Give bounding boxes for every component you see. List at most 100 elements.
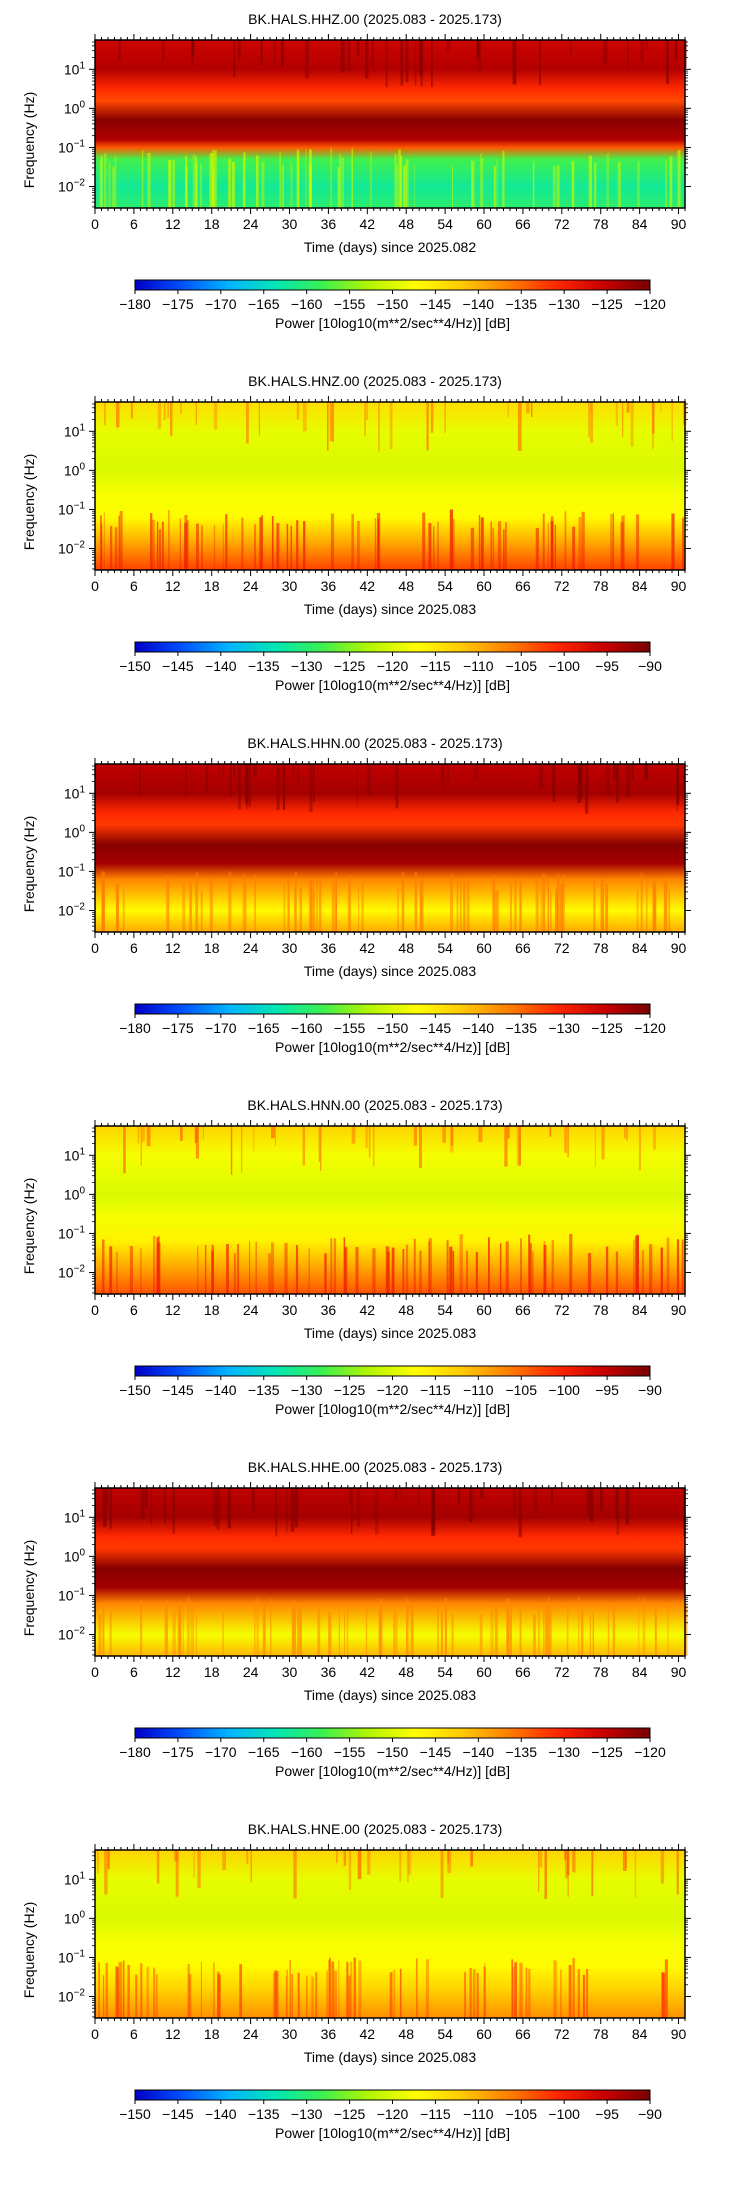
spectrogram-streak [433, 526, 435, 570]
spectrogram-streak [646, 877, 648, 932]
spectrogram-streak [103, 153, 107, 208]
spectrogram-streak [330, 513, 334, 570]
spectrogram-streak [578, 1596, 580, 1656]
x-tick-label: 0 [91, 1302, 99, 1318]
spectrogram-burst [567, 1126, 569, 1158]
spectrogram-streak [615, 1251, 619, 1294]
spectrogram-burst [507, 1126, 510, 1139]
spectrogram-burst [614, 764, 618, 779]
spectrogram-streak [330, 1238, 333, 1294]
spectrogram-streak [222, 1612, 224, 1656]
x-tick-label: 84 [632, 940, 648, 956]
y-tick-label: 10−1 [58, 1586, 85, 1603]
x-tick-label: 84 [632, 578, 648, 594]
colorbar-tick-label: −90 [638, 658, 662, 674]
spectrogram-burst [426, 402, 429, 451]
spectrogram-burst [230, 1126, 233, 1175]
spectrogram-streak [122, 1960, 125, 2018]
spectrogram-streak [151, 519, 155, 570]
spectrogram-burst [205, 764, 209, 794]
spectrogram-streak [402, 1249, 405, 1294]
spectrogram-streak [559, 884, 564, 932]
spectrogram-burst [513, 1488, 516, 1516]
spectrogram-streak [346, 1600, 349, 1656]
spectrogram-streak [446, 1240, 449, 1294]
spectrogram-streak [296, 149, 300, 208]
spectrogram-streak [554, 524, 556, 570]
spectrogram-streak [309, 165, 312, 208]
spectrogram-streak [200, 890, 203, 932]
x-tick-label: 48 [398, 578, 414, 594]
colorbar-tick-label: −155 [334, 1020, 366, 1036]
spectrogram-streak [296, 520, 299, 570]
spectrogram-streak [328, 1612, 332, 1656]
spectrogram-streak [560, 1969, 562, 2018]
spectrogram-burst [97, 1850, 99, 1874]
colorbar-tick-label: −95 [595, 2106, 619, 2122]
spectrogram-burst [539, 1850, 543, 1868]
spectrogram-streak [406, 1598, 410, 1656]
spectrogram-burst [348, 1850, 352, 1890]
x-tick-label: 60 [476, 578, 492, 594]
colorbar-tick-label: −170 [205, 1020, 237, 1036]
spectrogram-panel: BK.HALS.HHZ.00 (2025.083 - 2025.173) 0 6 12… [0, 0, 750, 360]
spectrogram-streak [437, 1603, 439, 1656]
spectrogram-burst [631, 764, 634, 780]
spectrogram-streak [98, 1962, 100, 2018]
spectrogram-burst [364, 402, 366, 437]
spectrogram-streak [551, 1240, 554, 1294]
colorbar-tick-label: −125 [334, 658, 366, 674]
x-tick-label: 36 [321, 216, 337, 232]
spectrogram-streak [661, 1972, 665, 2018]
x-tick-label: 48 [398, 1302, 414, 1318]
spectrogram-streak [399, 155, 403, 208]
spectrogram-streak [372, 1248, 376, 1294]
colorbar-tick-label: −175 [162, 1744, 194, 1760]
spectrogram-burst [625, 1488, 629, 1525]
spectrogram-burst [431, 1488, 436, 1536]
spectrogram-streak [201, 525, 203, 570]
spectrogram-streak [361, 883, 364, 932]
chart-title: BK.HALS.HHN.00 (2025.083 - 2025.173) [247, 735, 503, 751]
spectrogram-streak [660, 1247, 663, 1294]
spectrogram-burst [589, 1488, 594, 1522]
x-tick-label: 0 [91, 2026, 99, 2042]
spectrogram-streak [211, 153, 215, 208]
spectrogram-burst [156, 1850, 160, 1884]
spectrogram-burst [447, 1850, 452, 1874]
spectrogram-streak [466, 881, 470, 932]
x-tick-label: 36 [321, 1302, 337, 1318]
spectrogram-burst [446, 40, 451, 51]
colorbar-tick-label: −90 [638, 1382, 662, 1398]
y-tick-label: 101 [64, 1508, 86, 1525]
spectrogram-streak [140, 1963, 143, 2018]
spectrogram-streak [649, 1244, 653, 1294]
spectrogram-streak [581, 511, 585, 570]
colorbar-tick-label: −115 [420, 658, 451, 674]
spectrogram-streak [118, 1962, 123, 2018]
y-tick-label: 10−2 [58, 540, 85, 557]
spectrogram-svg: 0 6 12 18 24 30 36 42 48 54 60 66 72 78 84 90 101 100 10−1… [58, 1844, 691, 2122]
spectrogram-burst [104, 1850, 108, 1895]
x-tick-label: 6 [130, 216, 138, 232]
spectrogram-streak [303, 521, 306, 570]
spectrogram-streak [114, 155, 117, 208]
spectrogram-streak [262, 1604, 266, 1656]
y-tick-label: 100 [64, 823, 86, 840]
spectrogram-burst [395, 1488, 398, 1499]
spectrogram-streak [469, 1968, 472, 2018]
spectrogram-streak [550, 890, 552, 932]
spectrogram-burst [217, 764, 220, 780]
spectrogram-streak [276, 523, 280, 570]
spectrogram-burst [102, 1488, 107, 1527]
spectrogram-streak [580, 1611, 584, 1656]
x-tick-label: 42 [360, 216, 376, 232]
spectrogram-burst [579, 764, 582, 796]
spectrogram-burst [371, 40, 374, 67]
spectrogram-streak [488, 1237, 490, 1294]
spectrogram-svg: 0 6 12 18 24 30 36 42 48 54 60 66 72 78 84 90 101 100 10−1… [58, 758, 691, 1036]
spectrogram-burst [123, 1126, 126, 1174]
spectrogram-burst [282, 764, 285, 810]
spectrogram-streak [538, 1606, 540, 1656]
spectrogram-burst [296, 402, 300, 420]
